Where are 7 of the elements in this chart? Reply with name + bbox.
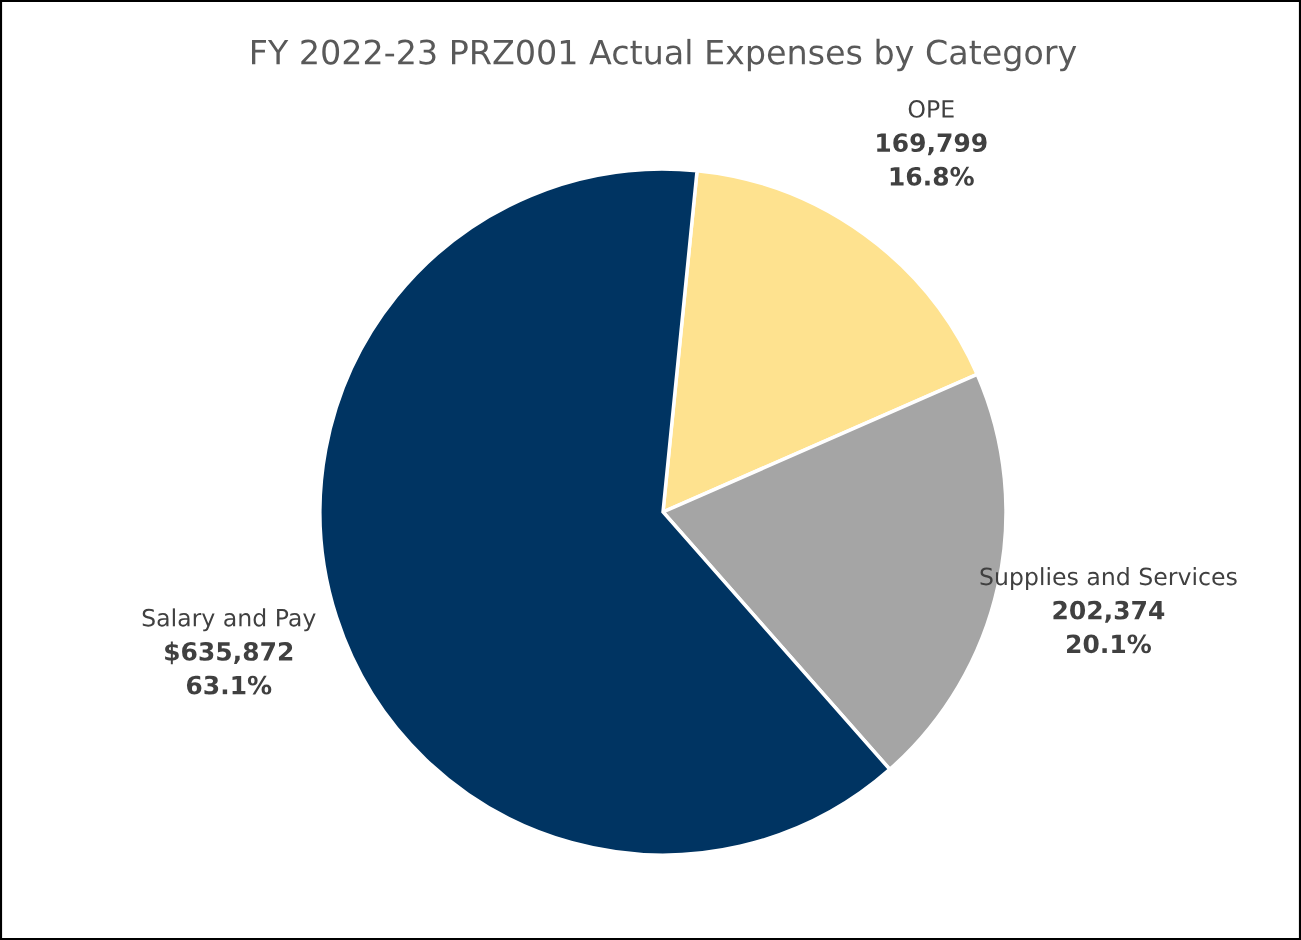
data-label: 202,374 20.1% xyxy=(1053,600,1165,654)
data-label: $635,872 63.1% xyxy=(165,641,293,695)
slice-label: OPE xyxy=(908,100,954,118)
slice-label: Supplies and Services xyxy=(980,567,1237,590)
chart-title: FY 2022-23 PRZ001 Actual Expenses by Category xyxy=(252,38,1077,72)
slice-label: Salary and Pay xyxy=(142,608,316,632)
data-label: 169,799 16.8% xyxy=(877,133,987,186)
